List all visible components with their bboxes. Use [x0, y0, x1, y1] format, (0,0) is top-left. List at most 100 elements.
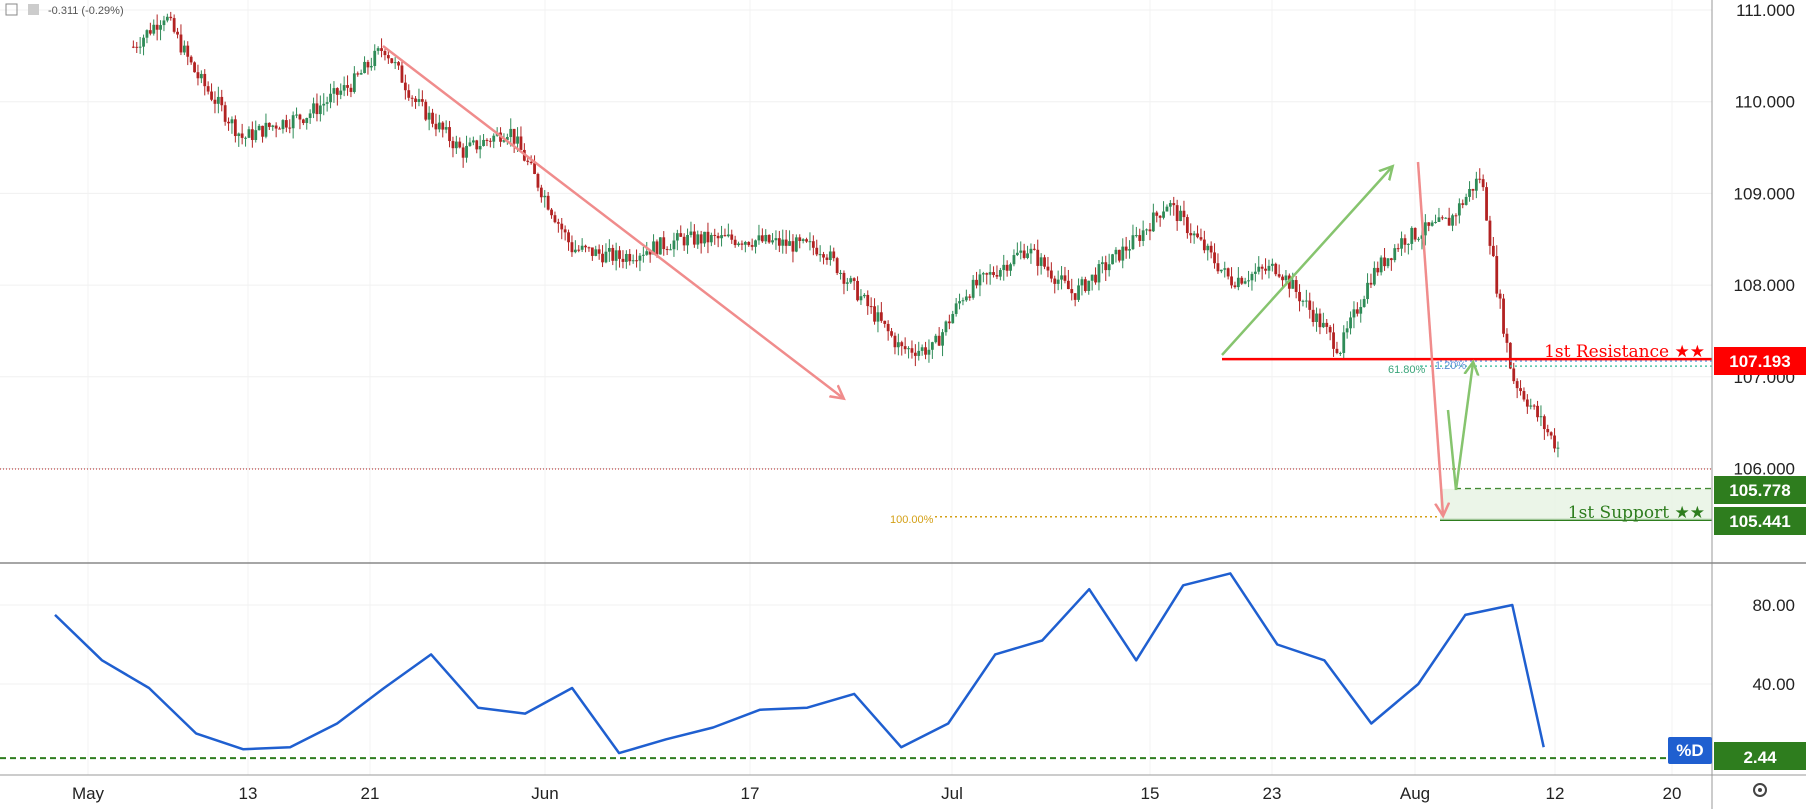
- candle: [1015, 242, 1019, 257]
- candle: [590, 247, 594, 261]
- candle: [944, 320, 948, 336]
- candle: [954, 297, 958, 317]
- candle: [1308, 292, 1312, 319]
- gear-icon[interactable]: [1753, 783, 1767, 797]
- candle: [1444, 217, 1448, 219]
- candle: [1189, 223, 1193, 244]
- collapse-icon[interactable]: [28, 4, 39, 15]
- header: -0.311 (-0.29%): [5, 3, 124, 17]
- candle: [1094, 267, 1097, 285]
- candle: [832, 247, 836, 262]
- candle: [1206, 243, 1210, 261]
- trend-arrow-up: [1221, 167, 1392, 356]
- candle: [213, 91, 217, 114]
- candle: [356, 71, 360, 77]
- candle: [1087, 280, 1091, 295]
- resistance-label: 1st Resistance ★★: [1544, 342, 1705, 362]
- candle: [679, 225, 683, 237]
- candle: [349, 83, 353, 98]
- candle: [951, 310, 955, 324]
- candle: [917, 341, 921, 361]
- time-tick-label: Jul: [941, 784, 963, 803]
- candle: [1423, 214, 1427, 246]
- candle: [162, 15, 166, 32]
- candle: [308, 109, 312, 124]
- candle: [937, 327, 941, 346]
- candle: [856, 276, 859, 302]
- candle: [376, 46, 380, 55]
- candle: [784, 229, 788, 254]
- candle: [230, 116, 234, 134]
- candle: [743, 240, 747, 253]
- candle: [138, 37, 142, 54]
- candle: [206, 81, 210, 95]
- fib-100-label: 100.00%: [890, 514, 934, 526]
- candle: [441, 121, 445, 138]
- candle: [478, 135, 482, 159]
- candle: [1162, 201, 1165, 220]
- candle: [1372, 261, 1376, 287]
- candle: [1029, 243, 1033, 264]
- candle: [339, 83, 343, 100]
- candle: [658, 237, 662, 255]
- candle: [716, 232, 720, 248]
- osc-series-line: [54, 572, 1545, 755]
- candle: [179, 24, 183, 56]
- candle: [614, 242, 618, 271]
- candle: [468, 137, 472, 147]
- candle: [1389, 257, 1393, 271]
- time-tick-label: Aug: [1400, 784, 1430, 803]
- candle: [471, 136, 475, 146]
- candle: [862, 293, 866, 299]
- candle: [1464, 193, 1468, 206]
- candle: [760, 228, 764, 243]
- candle: [573, 240, 577, 254]
- candle: [301, 118, 305, 126]
- candle: [866, 290, 870, 315]
- candle: [839, 269, 842, 280]
- candle: [1226, 267, 1230, 280]
- candle: [1002, 254, 1006, 281]
- candle: [730, 229, 734, 244]
- candle: [1267, 259, 1271, 279]
- candle: [1498, 289, 1502, 309]
- candle: [403, 74, 407, 100]
- candle: [172, 14, 176, 34]
- candle: [1175, 199, 1179, 231]
- expand-icon[interactable]: [5, 3, 18, 16]
- candle: [567, 229, 570, 251]
- candle: [788, 230, 791, 246]
- candle: [665, 246, 669, 256]
- candle: [1311, 301, 1315, 327]
- candles-layer: [131, 11, 1560, 458]
- candle: [941, 328, 944, 357]
- candle: [1005, 260, 1009, 277]
- candle: [890, 327, 893, 338]
- candle: [1233, 281, 1237, 289]
- candle: [1451, 213, 1454, 232]
- candle: [703, 231, 706, 247]
- candle: [750, 238, 754, 251]
- candle: [998, 267, 1002, 281]
- candle: [781, 229, 785, 254]
- candle: [927, 339, 931, 363]
- candle: [155, 14, 159, 41]
- svg-text:105.441: 105.441: [1729, 512, 1790, 531]
- candle: [1481, 174, 1485, 191]
- candle: [1264, 258, 1267, 275]
- candle: [485, 138, 489, 147]
- candle: [1522, 387, 1526, 402]
- candle: [720, 225, 723, 247]
- candle: [1182, 200, 1186, 226]
- candle: [454, 135, 458, 154]
- candle: [1145, 228, 1148, 235]
- candle: [1236, 267, 1240, 291]
- candle: [1077, 278, 1080, 302]
- candle: [264, 113, 268, 139]
- candle: [512, 128, 516, 153]
- candle: [1124, 236, 1128, 259]
- price-tick-label: 110.000: [1735, 93, 1795, 112]
- candle: [223, 101, 227, 126]
- candle: [1253, 263, 1257, 282]
